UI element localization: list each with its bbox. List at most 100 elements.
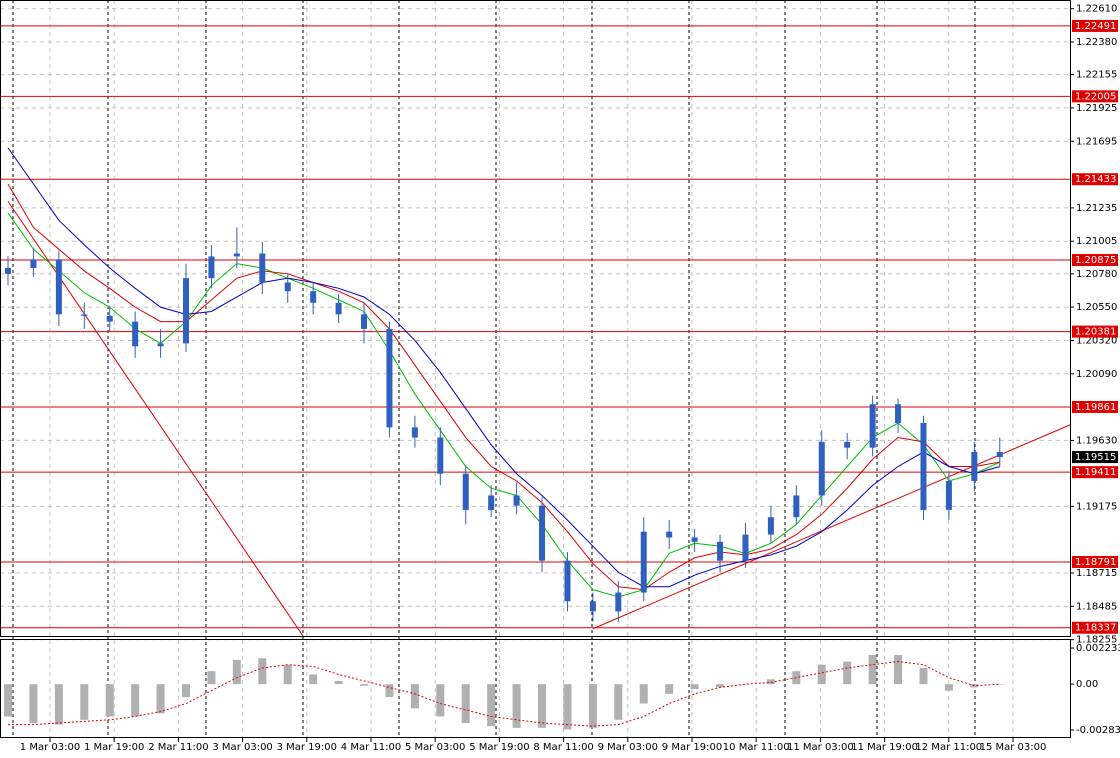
y-tick-label: -0.002834	[1076, 725, 1120, 736]
trend-line	[592, 424, 1072, 630]
histogram-bar	[334, 680, 343, 685]
x-tick-label: 10 Mar 11:00	[723, 742, 790, 753]
plot	[0, 25, 1072, 730]
x-tick-label: 8 Mar 11:00	[533, 742, 593, 753]
candle-body	[437, 437, 444, 474]
sub-frame	[0, 639, 1071, 738]
histogram-bar	[868, 655, 877, 685]
histogram-bar	[4, 684, 12, 717]
price-label-box	[1072, 451, 1118, 464]
x-tick-label: 11 Mar 03:00	[787, 742, 854, 753]
y-tick-label: 1.21005	[1076, 236, 1117, 247]
histogram-bar	[716, 684, 725, 688]
histogram-bar	[639, 684, 648, 704]
x-tick-label: 9 Mar 19:00	[662, 742, 722, 753]
candle-body	[869, 404, 876, 448]
y-tick-label: 0.00	[1076, 679, 1098, 690]
level-label: 1.18337	[1075, 623, 1116, 634]
histogram-bar	[817, 664, 826, 685]
candle-body	[895, 404, 902, 424]
candle-body	[157, 343, 164, 347]
candle-body	[233, 253, 240, 257]
histogram-bar	[944, 684, 953, 691]
y-tick-label: 1.22380	[1076, 37, 1117, 48]
candle-body	[615, 592, 622, 612]
y-tick-label: 1.21235	[1076, 203, 1117, 214]
x-tick-label: 9 Mar 03:00	[598, 742, 658, 753]
axis: 1.22610 1.22380 1.22155 1.21925 1.21695 1.212…	[20, 4, 1120, 753]
level-label: 1.18791	[1075, 557, 1116, 568]
histogram-bar	[766, 679, 775, 685]
candle-body	[844, 441, 851, 448]
candle-body	[818, 441, 825, 496]
candle-body	[55, 259, 62, 315]
y-tick-label: 1.21695	[1076, 136, 1117, 147]
histogram-bar	[588, 684, 597, 728]
candle-body	[640, 531, 647, 593]
y-tick-label: 1.18255	[1076, 635, 1117, 646]
histogram-bar	[309, 674, 318, 685]
candle-body	[666, 531, 673, 538]
level-label: 1.20875	[1075, 255, 1116, 266]
y-tick-label: 1.20320	[1076, 335, 1117, 346]
candle-body	[5, 268, 11, 274]
y-tick-label: 1.18485	[1076, 601, 1117, 612]
candle-body	[488, 495, 495, 510]
x-tick-label: 4 Mar 11:00	[341, 742, 401, 753]
level-label-box	[1072, 555, 1118, 568]
y-tick-label: 1.22155	[1076, 70, 1117, 81]
level-label: 1.22491	[1075, 21, 1116, 32]
y-tick-label: 1.18715	[1076, 568, 1117, 579]
candle-body	[284, 282, 291, 292]
y-tick-label: 1.21925	[1076, 103, 1117, 114]
histogram-bar	[283, 664, 292, 685]
histogram-bar	[741, 684, 750, 685]
histogram-bar	[487, 684, 496, 727]
candle-body	[183, 278, 190, 344]
x-tick-label: 5 Mar 03:00	[405, 742, 465, 753]
candle-body	[310, 291, 317, 303]
candle-body	[539, 505, 546, 561]
x-tick-label: 11 Mar 19:00	[851, 742, 918, 753]
histogram-bar	[995, 684, 1004, 685]
level-label: 1.22005	[1075, 91, 1116, 102]
main-frame	[0, 0, 1071, 637]
candle-body	[742, 534, 749, 561]
moving-average	[7, 183, 1000, 591]
histogram-bar	[54, 684, 63, 725]
histogram-bar	[80, 684, 89, 720]
y-tick-label: 1.20550	[1076, 302, 1117, 313]
level-label: 1.20381	[1075, 327, 1116, 338]
candle-body	[30, 259, 37, 269]
candle-body	[335, 302, 342, 315]
histogram-bar	[563, 684, 572, 730]
histogram-bar	[614, 684, 623, 720]
level-label-box	[1072, 400, 1118, 413]
x-tick-label: 15 Mar 03:00	[980, 742, 1047, 753]
x-tick-label: 1 Mar 03:00	[20, 742, 80, 753]
histogram-bar	[385, 684, 394, 698]
candle-body	[81, 314, 88, 316]
candle-body	[132, 321, 139, 347]
level-label: 1.19861	[1075, 402, 1116, 413]
candle-body	[361, 314, 368, 329]
price-label: 1.19515	[1075, 452, 1116, 463]
candle-body	[462, 473, 469, 510]
candle-body	[386, 328, 393, 428]
signal-line	[8, 661, 1000, 727]
histogram-bar	[207, 671, 216, 685]
moving-average	[7, 147, 1000, 588]
x-tick-label: 5 Mar 19:00	[469, 742, 529, 753]
candle-body	[259, 253, 266, 283]
level-label-box	[1072, 173, 1118, 186]
histogram-bar	[436, 684, 445, 717]
candle-body	[106, 315, 113, 322]
candle-body	[513, 495, 520, 506]
histogram-bar	[512, 684, 521, 728]
x-tick-label: 3 Mar 19:00	[277, 742, 337, 753]
histogram-bar	[919, 667, 928, 685]
histogram-bar	[258, 658, 267, 685]
level-label-box	[1072, 621, 1118, 634]
